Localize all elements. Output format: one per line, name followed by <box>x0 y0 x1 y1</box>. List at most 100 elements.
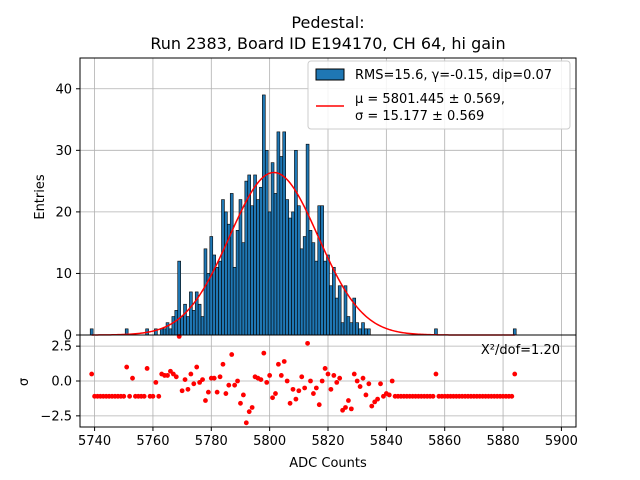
histogram-bar <box>317 205 322 336</box>
x-tick-label: 5820 <box>311 434 344 449</box>
histogram-bar <box>165 322 170 336</box>
residual-point <box>173 374 179 380</box>
chart-title-line2: Run 2383, Board ID E194170, CH 64, hi ga… <box>150 34 505 53</box>
residual-point <box>348 406 354 412</box>
x-tick-label: 5780 <box>195 434 228 449</box>
residual-point <box>258 377 264 383</box>
histogram-bar <box>259 186 263 336</box>
residual-point <box>179 388 185 394</box>
residual-y-axis-label: σ <box>17 378 32 386</box>
residual-point <box>141 393 147 399</box>
residual-point <box>261 350 267 356</box>
histogram-bar <box>89 328 94 336</box>
histogram-bar <box>215 266 219 336</box>
y-tick-label: −2.5 <box>40 409 72 424</box>
histogram-bar <box>299 248 304 336</box>
histogram-bar <box>282 131 286 336</box>
residual-point <box>200 377 205 383</box>
residual-point <box>375 396 380 402</box>
y-tick-label: 10 <box>55 267 72 282</box>
residual-point <box>354 378 360 384</box>
histogram-bar <box>314 260 319 336</box>
histogram-bar <box>200 316 205 336</box>
residual-point <box>363 392 369 398</box>
residual-point <box>302 385 308 391</box>
chi2-label: X²/dof=1.20 <box>481 343 560 358</box>
histogram-bar <box>250 205 254 336</box>
histogram-bar <box>329 285 333 336</box>
histogram-y-axis-ticks: 0 10 20 30 40 <box>55 82 80 344</box>
residual-point <box>334 379 340 385</box>
histogram-y-axis-label: Entries <box>33 174 48 220</box>
residual-point <box>127 393 132 399</box>
residual-point <box>316 402 322 408</box>
histogram-bar <box>276 131 281 336</box>
residual-point <box>509 393 515 399</box>
residual-point <box>276 361 281 367</box>
x-tick-label: 5800 <box>253 434 286 449</box>
histogram-bar <box>177 260 181 336</box>
y-tick-label: 30 <box>55 144 72 159</box>
residual-point <box>366 381 372 387</box>
histogram-bar <box>361 322 365 336</box>
histogram-bar <box>367 328 371 336</box>
histogram-bar <box>358 328 362 336</box>
histogram-bar <box>323 260 327 336</box>
histogram-bar <box>302 236 307 336</box>
histogram-bars <box>89 94 517 336</box>
residual-point <box>150 393 156 399</box>
histogram-bar <box>174 310 179 336</box>
residual-point <box>278 373 284 378</box>
x-tick-label: 5740 <box>78 434 111 449</box>
y-tick-label: 0.0 <box>51 375 72 390</box>
residual-point <box>153 379 159 385</box>
histogram-bar <box>288 217 292 336</box>
histogram-bar <box>294 150 298 336</box>
histogram-bar <box>337 285 342 336</box>
residual-point <box>360 375 366 381</box>
residual-point <box>378 381 383 387</box>
residual-point <box>284 378 290 384</box>
histogram-bar <box>189 291 193 336</box>
histogram-bar <box>180 316 184 336</box>
legend-fit-mean-label: μ = 5801.445 ± 0.569, <box>355 92 505 107</box>
histogram-bar <box>311 242 316 336</box>
histogram-bar <box>270 162 275 336</box>
histogram-bar <box>241 242 246 336</box>
residual-point <box>346 398 351 403</box>
residual-point <box>281 359 287 364</box>
y-tick-label: 0 <box>64 329 72 344</box>
histogram-bar <box>346 316 351 336</box>
residual-point <box>305 340 310 346</box>
residual-point <box>308 378 313 384</box>
residual-point <box>311 391 316 396</box>
residual-point <box>270 395 275 401</box>
histogram-bar <box>364 328 368 336</box>
histogram-bar <box>232 266 237 336</box>
histogram-bar <box>340 322 345 336</box>
residual-points <box>89 333 518 426</box>
residual-point <box>156 393 162 399</box>
histogram-bar <box>512 328 517 336</box>
residual-point <box>290 386 296 392</box>
histogram-bar <box>162 328 167 336</box>
residual-point <box>144 366 150 371</box>
histogram-bar <box>355 322 359 336</box>
residual-point <box>226 382 232 388</box>
residual-point <box>205 389 211 395</box>
residual-point <box>357 384 363 389</box>
residual-point <box>389 378 395 384</box>
histogram-bar <box>262 94 266 336</box>
residual-point <box>328 386 334 392</box>
residual-point <box>243 420 249 426</box>
histogram-bar <box>279 156 284 336</box>
residual-point <box>121 393 127 399</box>
histogram-bar <box>349 322 354 336</box>
residual-point <box>249 405 255 410</box>
histogram-bar <box>186 316 190 336</box>
histogram-bar <box>224 211 228 336</box>
x-tick-label: 5900 <box>545 434 578 449</box>
histogram-bar <box>253 174 257 336</box>
histogram-bar <box>159 328 164 336</box>
